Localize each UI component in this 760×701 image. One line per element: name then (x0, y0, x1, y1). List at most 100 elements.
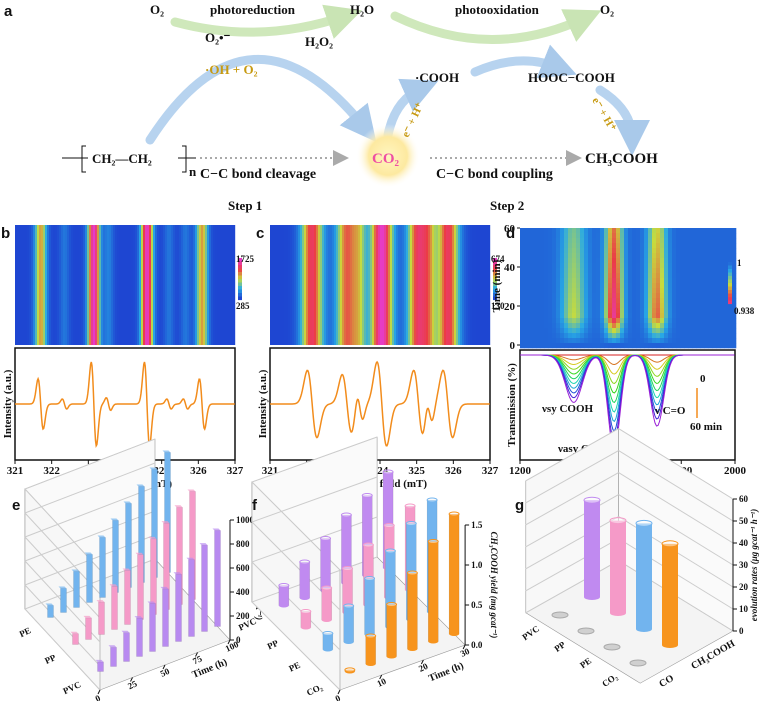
heatmap-cell (680, 273, 685, 279)
heatmap-cell (604, 308, 609, 314)
heatmap-cell (616, 303, 621, 309)
heatmap-cell (524, 258, 529, 264)
heatmap-cell (660, 313, 665, 319)
heatmap-cell (680, 308, 685, 314)
heatmap-cell (536, 288, 541, 294)
heatmap-cell (560, 303, 565, 309)
heatmap-cell (584, 248, 589, 254)
grid-line (618, 472, 734, 544)
colorbar-cell (728, 290, 732, 294)
heatmap-cell (604, 228, 609, 234)
bar-base (610, 610, 626, 616)
grid-line (525, 450, 619, 504)
colorbar-cell (493, 268, 497, 273)
heatmap-cell (620, 298, 625, 304)
heatmap-cell (600, 338, 605, 344)
bar-body (584, 500, 600, 597)
heatmap-cell (676, 328, 681, 334)
heatmap-cell (544, 273, 549, 279)
heatmap-cell (732, 338, 737, 344)
bar-top (161, 521, 170, 524)
heatmap-cell (588, 308, 593, 314)
heatmap-cell (704, 263, 709, 269)
y-tick-label: 60 (504, 223, 516, 235)
heatmap-cell (476, 225, 479, 345)
grid-line (24, 462, 156, 514)
heatmap-cell (668, 283, 673, 289)
bar-top (448, 511, 460, 517)
heatmap-cell (588, 243, 593, 249)
heatmap-cell (656, 298, 661, 304)
heatmap-cell (119, 225, 122, 345)
heatmap-cell (432, 225, 435, 345)
heatmap-cell (664, 318, 669, 324)
heatmap-cell (672, 323, 677, 329)
heatmap-cell (272, 225, 275, 345)
heatmap-cell (692, 258, 697, 264)
heatmap-cell (620, 293, 625, 299)
bar-top (340, 512, 352, 518)
bar-body (162, 588, 169, 647)
heatmap-cell (576, 233, 581, 239)
heatmap-cell (732, 253, 737, 259)
bar-top (121, 630, 130, 633)
bar (186, 557, 195, 637)
heatmap-cell (688, 343, 693, 349)
heatmap-cell (552, 248, 557, 254)
heatmap-cell (664, 263, 669, 269)
heatmap-cell (556, 278, 561, 284)
heatmap-cell (680, 238, 685, 244)
heatmap-cell (556, 228, 561, 234)
heatmap-cell (672, 318, 677, 324)
heatmap-cell (145, 225, 148, 345)
z-tick-label: 1.0 (471, 560, 483, 570)
heatmap-cell (568, 278, 573, 284)
heatmap-cell (584, 233, 589, 239)
heatmap-cell (716, 303, 721, 309)
heatmap-cell (201, 225, 204, 345)
heatmap-cell (684, 328, 689, 334)
heatmap-cell (524, 298, 529, 304)
heatmap-cell (580, 278, 585, 284)
heatmap-cell (286, 225, 289, 345)
bar-body (201, 544, 208, 632)
heatmap-cell (660, 288, 665, 294)
bar (95, 659, 104, 672)
heatmap-cell (628, 253, 633, 259)
heatmap-cell (628, 333, 633, 339)
heatmap-cell (644, 293, 649, 299)
heatmap-cell (628, 258, 633, 264)
heatmap-cell (732, 268, 737, 274)
bar-body (636, 523, 652, 629)
heatmap-cell (664, 228, 669, 234)
heatmap-cell (532, 268, 537, 274)
heatmap-cell (676, 268, 681, 274)
bar-base (278, 603, 289, 608)
heatmap-cell (632, 263, 637, 269)
heatmap-cell (652, 328, 657, 334)
heatmap-cell (712, 248, 717, 254)
heatmap-cell (684, 258, 689, 264)
bar-body (278, 585, 290, 606)
heatmap-cell (296, 225, 299, 345)
colorbar-cell (238, 289, 242, 294)
heatmap-cell (592, 253, 597, 259)
heatmap-cell (374, 225, 377, 345)
heatmap-cell (664, 258, 669, 264)
heatmap-cell (592, 338, 597, 344)
heatmap-cell (592, 273, 597, 279)
heatmap-cell (724, 263, 729, 269)
heatmap-cell (528, 228, 533, 234)
heatmap-cell (680, 343, 685, 349)
heatmap-cell (668, 253, 673, 259)
heatmap-cell (672, 263, 677, 269)
heatmap-cell (548, 328, 553, 334)
heatmap-cell (660, 343, 665, 349)
heatmap-cell (692, 288, 697, 294)
heatmap-cell (724, 333, 729, 339)
heatmap-cell (716, 238, 721, 244)
heatmap-cell (616, 323, 621, 329)
heatmap-cell (552, 273, 557, 279)
colorbar-cell (493, 282, 497, 287)
heatmap-cell (536, 268, 541, 274)
